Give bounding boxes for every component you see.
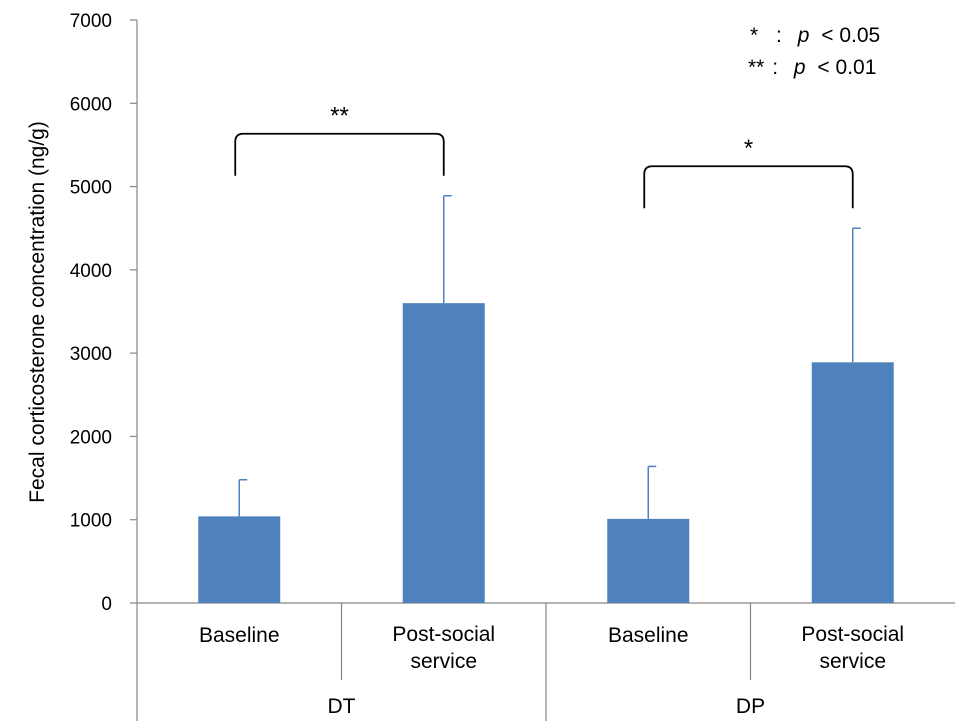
category-label-line: Baseline: [608, 624, 689, 647]
category-label-line: Post-social: [392, 623, 495, 646]
y-tick-label-6: 6000: [70, 94, 112, 115]
legend-p-2: p: [793, 56, 806, 79]
category-label-0-0: Baseline: [199, 624, 280, 647]
legend-symbol-2: **: [748, 56, 764, 79]
y-tick-label-1: 1000: [70, 511, 112, 532]
legend-sep-1: :: [776, 24, 782, 47]
bar-0-1: [402, 303, 485, 603]
significance-marker-0: **: [330, 103, 349, 130]
y-tick-label-2: 2000: [70, 427, 112, 448]
y-tick-label-0: 0: [101, 594, 112, 615]
y-axis-title: Fecal corticosterone concentration (ng/g…: [26, 121, 49, 503]
y-tick-label-4: 4000: [70, 261, 112, 282]
category-label-1-1: Post-social service: [801, 623, 904, 673]
category-label-line: service: [410, 650, 477, 673]
legend-symbol-1: *: [750, 24, 758, 47]
category-label-line: Baseline: [199, 624, 280, 647]
group-label-1: DP: [736, 695, 765, 718]
legend-sep-2: :: [772, 56, 778, 79]
bar-0-0: [198, 516, 281, 603]
legend-entry-2: ** : p < 0.01: [748, 56, 876, 79]
category-label-line: service: [819, 650, 886, 673]
legend-text-1: < 0.05: [821, 24, 880, 47]
y-tick-label-3: 3000: [70, 344, 112, 365]
bar-1-1: [811, 362, 894, 603]
significance-legend: * : p < 0.05 ** : p < 0.01: [748, 24, 880, 79]
category-label-0-1: Post-social service: [392, 623, 495, 673]
legend-entry-1: * : p < 0.05: [750, 24, 880, 47]
category-label-1-0: Baseline: [608, 624, 689, 647]
legend-p-1: p: [797, 24, 810, 47]
plot-area: 0 1000 2000 3000 4000 5000 6000 7000 Baseline Pos…: [70, 11, 955, 721]
significance-bracket-1: [643, 165, 854, 209]
significance-bracket-0: [234, 132, 445, 176]
y-tick-label-7: 7000: [70, 11, 112, 32]
legend-text-2: < 0.01: [817, 56, 876, 79]
y-tick-label-5: 5000: [70, 178, 112, 199]
group-label-0: DT: [328, 695, 356, 718]
category-label-line: Post-social: [801, 623, 904, 646]
bar-1-0: [607, 518, 690, 603]
significance-marker-1: *: [744, 135, 753, 162]
